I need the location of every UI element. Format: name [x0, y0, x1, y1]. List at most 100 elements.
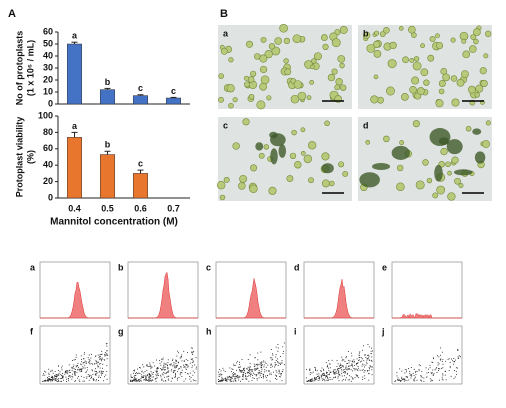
scatter-dot	[421, 380, 422, 382]
scatter-dot	[369, 365, 371, 367]
scatter-dot	[137, 373, 139, 375]
scatter-dot	[367, 354, 369, 356]
scatter-dot	[260, 370, 262, 372]
debris	[270, 148, 278, 165]
cell	[440, 147, 448, 156]
scatter-dot	[219, 369, 221, 370]
scatter-dot	[346, 356, 348, 358]
scatter-dot	[77, 376, 79, 377]
scatter-dot	[191, 358, 193, 360]
scatter-dot	[441, 376, 443, 378]
bar	[66, 43, 83, 105]
scatter-dot	[263, 360, 265, 362]
scatter-dot	[320, 371, 322, 372]
scatter-dot	[319, 377, 320, 379]
scatter-dot	[432, 374, 434, 376]
scatter-dot	[276, 371, 278, 373]
scatter-dot	[75, 369, 76, 370]
scatter-dot	[230, 380, 232, 382]
scatter-dot	[431, 372, 433, 374]
scatter-dot	[69, 369, 71, 371]
cell	[258, 152, 265, 159]
scatter-dot	[275, 356, 277, 358]
cell	[228, 57, 234, 63]
scatter-dot	[333, 371, 334, 373]
y-tick-label: 100	[38, 110, 53, 120]
cell	[242, 118, 250, 126]
scatter-dot	[411, 375, 413, 377]
cell	[450, 37, 456, 43]
scatter-dot	[148, 375, 150, 377]
cell	[249, 184, 258, 193]
scatter-dot	[225, 380, 227, 382]
scatter-dot	[441, 378, 443, 380]
scatter-dot	[350, 352, 352, 354]
scatter-dot	[344, 379, 346, 381]
scatter-dot	[347, 379, 349, 381]
scatter-dot	[362, 369, 364, 371]
scatter-dot	[106, 354, 108, 356]
scatter-dot	[274, 378, 276, 380]
scatter-dot	[254, 368, 256, 369]
scatter-dot	[354, 368, 356, 370]
scatter-dot	[175, 373, 176, 375]
scatter-dot	[140, 378, 142, 379]
scatter-dot	[58, 380, 60, 382]
cell	[399, 140, 405, 146]
scatter-dot	[345, 357, 347, 359]
scatter-dot	[68, 375, 70, 377]
scatter-dot	[241, 358, 243, 360]
scatter-dot	[343, 370, 345, 372]
scatter-dot	[248, 368, 250, 370]
scatter-dot	[359, 356, 361, 358]
scatter-dot	[233, 372, 235, 373]
scatter-dot	[49, 378, 51, 380]
scatter-dot	[395, 380, 396, 382]
scatter-dot	[161, 361, 163, 363]
scatter-dot	[91, 375, 92, 377]
cell	[396, 164, 404, 172]
scatter-dot	[269, 373, 271, 375]
scatter-dot	[354, 377, 356, 379]
histogram-curve	[40, 281, 110, 319]
cell	[398, 26, 404, 31]
scatter-dot	[58, 373, 60, 374]
scatter-dot	[177, 361, 179, 363]
scatter-dot	[247, 371, 249, 373]
scatter-dot	[173, 370, 175, 371]
scatter-dot	[246, 368, 248, 370]
scatter-dot	[418, 368, 420, 370]
scatter-dot	[278, 369, 280, 371]
scatter-dot	[175, 360, 177, 362]
bar	[66, 137, 83, 199]
scatter-dot	[148, 380, 150, 382]
scatter-dot	[104, 355, 106, 357]
scatter-dot	[338, 380, 340, 382]
scatter-dot	[316, 376, 318, 377]
scatter-dot	[238, 377, 240, 379]
scatter-dot	[183, 366, 185, 368]
scatter-dot	[167, 367, 169, 369]
y-tick-label: 50	[43, 38, 53, 48]
cell	[342, 170, 349, 177]
scatter-dot	[247, 376, 249, 377]
scatter-dot	[239, 366, 241, 368]
scatter-dot	[93, 379, 95, 381]
scatter-dot	[58, 365, 59, 367]
scatter-dot	[309, 372, 311, 374]
scatter-dot	[150, 379, 152, 381]
y-axis-label: Protoplast viability	[14, 117, 24, 198]
scatter-dot	[367, 358, 369, 360]
scatter-dot	[256, 368, 257, 370]
scatter-dot	[55, 376, 57, 378]
scatter-dot	[458, 355, 460, 357]
scatter-dot	[81, 364, 83, 366]
scatter-dot	[245, 375, 247, 377]
y-axis-label: (%)	[25, 150, 35, 164]
scatter-dot	[370, 353, 372, 355]
scatter-dot	[319, 379, 321, 381]
scatter-dot	[147, 374, 149, 376]
scatter-dot	[324, 375, 326, 377]
scatter-dot	[280, 363, 281, 365]
cell	[220, 47, 228, 55]
